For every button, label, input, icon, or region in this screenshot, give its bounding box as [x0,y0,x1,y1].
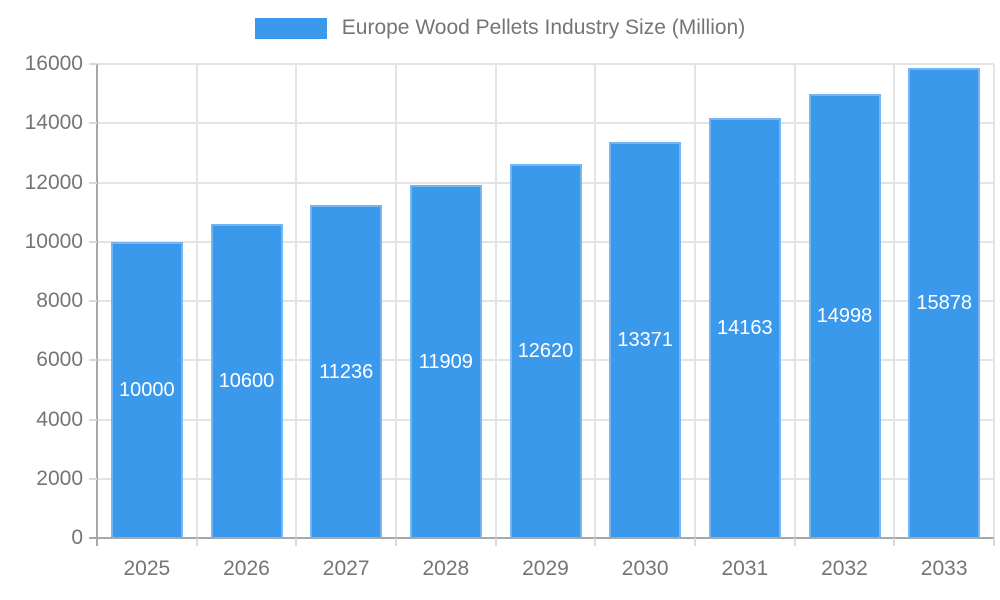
bar-value-label: 12620 [517,340,574,363]
x-axis-tick-label: 2026 [223,557,270,580]
y-axis-tick [89,300,97,302]
x-axis-tick-label: 2029 [522,557,569,580]
bar-2030[interactable] [609,141,682,538]
y-axis-tick-label: 10000 [24,229,83,253]
gridline-horizontal [97,63,994,65]
gridline-vertical [295,64,298,538]
x-axis-tick [395,538,397,546]
bar-2026[interactable] [210,223,283,538]
x-axis-tick-label: 2025 [123,557,171,580]
gridline-vertical [195,64,198,538]
bar-2029[interactable] [509,164,582,538]
bar-value-label: 15878 [916,291,972,314]
y-axis-tick-label: 4000 [36,407,83,431]
x-axis-tick [694,538,696,546]
y-axis-tick [89,359,97,362]
gridline-vertical [395,64,397,538]
bar-2025[interactable] [110,241,183,538]
x-axis-tick-label: 2028 [422,557,470,580]
bar-value-label: 11909 [418,350,473,373]
bar-value-label: 13371 [617,328,673,351]
bar-value-label: 10600 [218,369,275,392]
y-axis-tick [89,477,97,480]
gridline-vertical [494,64,497,538]
gridline-vertical [793,64,796,538]
x-axis-tick [893,538,896,546]
gridline-horizontal [97,122,994,125]
y-axis-tick-label: 16000 [24,52,83,75]
y-axis-tick-label: 14000 [24,111,83,135]
y-axis-tick [89,418,97,421]
bar-2027[interactable] [310,205,383,538]
x-axis-tick-label: 2032 [821,557,868,580]
legend[interactable]: Europe Wood Pellets Industry Size (Milli… [0,16,1000,40]
y-axis-tick-label: 8000 [36,289,83,312]
y-axis-tick [89,181,97,184]
x-axis-tick [993,538,995,546]
legend-swatch[interactable] [254,17,327,39]
y-axis-tick-label: 2000 [36,466,83,490]
bar-value-label: 10000 [119,378,175,401]
x-axis-tick [494,538,497,546]
gridline-vertical [594,64,597,538]
x-axis-tick-label: 2031 [721,557,769,580]
gridline-vertical [993,64,995,538]
y-axis-tick-label: 12000 [24,170,83,194]
x-axis-tick [295,538,298,546]
bar-2033[interactable] [908,67,981,538]
x-axis-tick-label: 2027 [322,557,370,580]
y-axis-tick [89,122,97,125]
bar-value-label: 14163 [717,317,773,340]
gridline-vertical [694,64,696,538]
x-axis-tick [195,538,198,546]
x-axis-tick-label: 2033 [920,557,968,580]
bar-value-label: 14998 [816,304,873,327]
x-axis-tick [594,538,597,546]
y-axis-tick [89,63,97,65]
y-axis-line [96,64,98,546]
bar-2032[interactable] [808,93,881,538]
y-axis-tick-label: 0 [71,526,83,549]
x-axis-tick-label: 2030 [621,557,669,580]
bar-value-label: 11236 [319,360,374,383]
x-axis-line [89,537,994,539]
gridline-vertical [893,64,896,538]
bar-2028[interactable] [409,185,482,538]
y-axis-tick [89,240,97,243]
x-axis-tick [793,538,796,546]
legend-label: Europe Wood Pellets Industry Size (Milli… [341,16,746,39]
bar-2031[interactable] [708,118,781,538]
y-axis-tick-label: 6000 [36,348,83,372]
